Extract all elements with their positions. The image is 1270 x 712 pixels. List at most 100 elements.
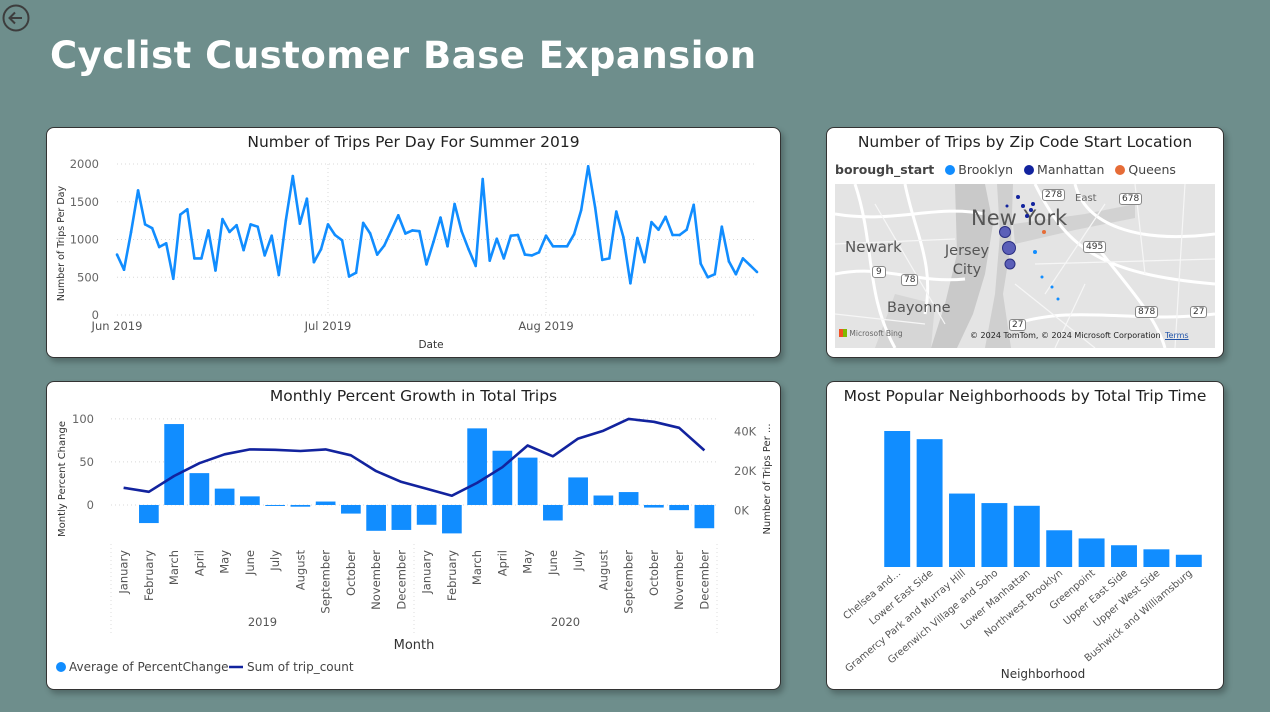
trips-point xyxy=(586,164,590,168)
trips-point xyxy=(122,268,126,271)
map-point xyxy=(999,226,1011,238)
trips-point xyxy=(657,228,660,231)
map-point xyxy=(1042,230,1046,234)
legend-dot-brooklyn xyxy=(945,165,956,175)
y-tick-label: 0 xyxy=(92,308,99,322)
trips-point xyxy=(368,232,372,235)
trips-point xyxy=(481,177,485,181)
y-left-axis-title: Montly Percent Change xyxy=(57,421,68,537)
map-attribution: © 2024 TomTom, © 2024 Microsoft Corporat… xyxy=(970,331,1161,340)
trips-point xyxy=(755,270,759,274)
growth-bar xyxy=(467,428,487,505)
month-tick-label: April xyxy=(495,550,509,576)
legend-label-percent-change: Average of PercentChange xyxy=(69,660,229,674)
trips-point xyxy=(558,244,562,248)
growth-bar xyxy=(189,473,210,505)
road-shield-27-b: 27 xyxy=(1190,306,1208,318)
growth-bar xyxy=(315,501,336,505)
trips-point xyxy=(143,223,147,226)
trips-point xyxy=(446,244,449,248)
y-left-tick-label: 50 xyxy=(79,455,94,469)
map-legend-title: borough_start xyxy=(835,162,935,177)
y-left-tick-label: 0 xyxy=(87,498,94,512)
trips-point xyxy=(629,281,632,285)
month-tick-label: December xyxy=(394,550,408,610)
growth-bar xyxy=(694,504,715,529)
trips-point xyxy=(382,244,386,247)
y-tick-label: 2000 xyxy=(70,157,99,171)
trips-line xyxy=(115,165,758,285)
month-tick-label: March xyxy=(470,550,484,585)
trips-point xyxy=(200,257,203,260)
growth-bar xyxy=(644,504,664,508)
road-shield-495: 495 xyxy=(1083,241,1107,253)
map-data-points xyxy=(999,195,1060,301)
map-canvas[interactable]: New York Newark Jersey City Bayonne East… xyxy=(835,184,1215,348)
month-tick-label: May xyxy=(218,550,232,574)
map-label-newark: Newark xyxy=(845,238,902,256)
trips-point xyxy=(270,234,274,238)
back-arrow-icon[interactable] xyxy=(2,4,30,32)
trips-point xyxy=(664,215,667,219)
growth-bar xyxy=(139,504,159,524)
month-tick-label: January xyxy=(117,550,131,595)
growth-bar xyxy=(290,504,311,507)
trips-point xyxy=(643,260,646,264)
month-tick-label: June xyxy=(546,550,560,576)
map-background xyxy=(835,184,1215,348)
growth-bar xyxy=(492,450,513,505)
map-point xyxy=(1025,214,1029,218)
growth-bar xyxy=(366,504,386,531)
road-shield-278: 278 xyxy=(1042,189,1066,201)
month-tick-label: August xyxy=(596,550,610,591)
trips-point xyxy=(671,233,674,237)
map-terms-link[interactable]: Terms xyxy=(1165,331,1189,340)
neighborhood-bar xyxy=(949,493,975,567)
trip-count-line xyxy=(123,417,706,497)
trips-point xyxy=(256,225,259,228)
month-tick-label: April xyxy=(192,550,206,576)
monthly-growth-card[interactable]: Monthly Percent Growth in Total Trips 0 5… xyxy=(46,381,781,690)
growth-bar xyxy=(391,504,412,530)
month-tick-label: May xyxy=(521,550,535,574)
trips-point xyxy=(171,277,175,281)
growth-bar xyxy=(517,457,538,505)
x-axis-title: Date xyxy=(418,339,443,351)
month-tick-label: November xyxy=(672,550,686,610)
trips-point xyxy=(418,229,421,233)
map-title: Number of Trips by Zip Code Start Locati… xyxy=(857,133,1193,151)
trips-point xyxy=(467,248,470,251)
trips-point xyxy=(312,260,316,264)
map-point xyxy=(1029,208,1033,212)
trips-point xyxy=(186,208,189,211)
neighborhood-bar xyxy=(1111,545,1137,567)
map-point xyxy=(1056,297,1060,301)
growth-bar xyxy=(568,477,588,505)
trips-point xyxy=(249,223,252,226)
trips-point xyxy=(741,257,745,260)
road-shield-27-a: 27 xyxy=(1009,319,1027,331)
trips-point xyxy=(354,271,358,275)
trips-per-day-card[interactable]: Number of Trips Per Day For Summer 2019 … xyxy=(46,127,781,358)
trips-point xyxy=(439,216,442,219)
growth-bar xyxy=(416,504,437,525)
trips-point xyxy=(129,230,133,234)
neighborhood-bar xyxy=(1143,549,1170,567)
map-point xyxy=(1002,241,1016,255)
month-tick-label: October xyxy=(647,550,661,596)
map-point xyxy=(1031,202,1035,206)
trips-point xyxy=(319,248,323,251)
neighborhoods-card[interactable]: Most Popular Neighborhoods by Total Trip… xyxy=(826,381,1224,690)
trips-point xyxy=(115,253,119,256)
map-card[interactable]: Number of Trips by Zip Code Start Locati… xyxy=(826,127,1224,358)
trips-point xyxy=(600,258,604,262)
legend-label-manhattan: Manhattan xyxy=(1037,162,1105,177)
trips-point xyxy=(474,264,477,268)
legend-label-queens: Queens xyxy=(1128,162,1176,177)
year-label: 2020 xyxy=(551,615,580,629)
road-shield-78: 78 xyxy=(901,274,919,286)
trips-point xyxy=(460,229,463,233)
month-tick-label: June xyxy=(243,550,257,576)
trips-point xyxy=(340,238,344,242)
x-axis-title: Neighborhood xyxy=(1001,667,1086,681)
